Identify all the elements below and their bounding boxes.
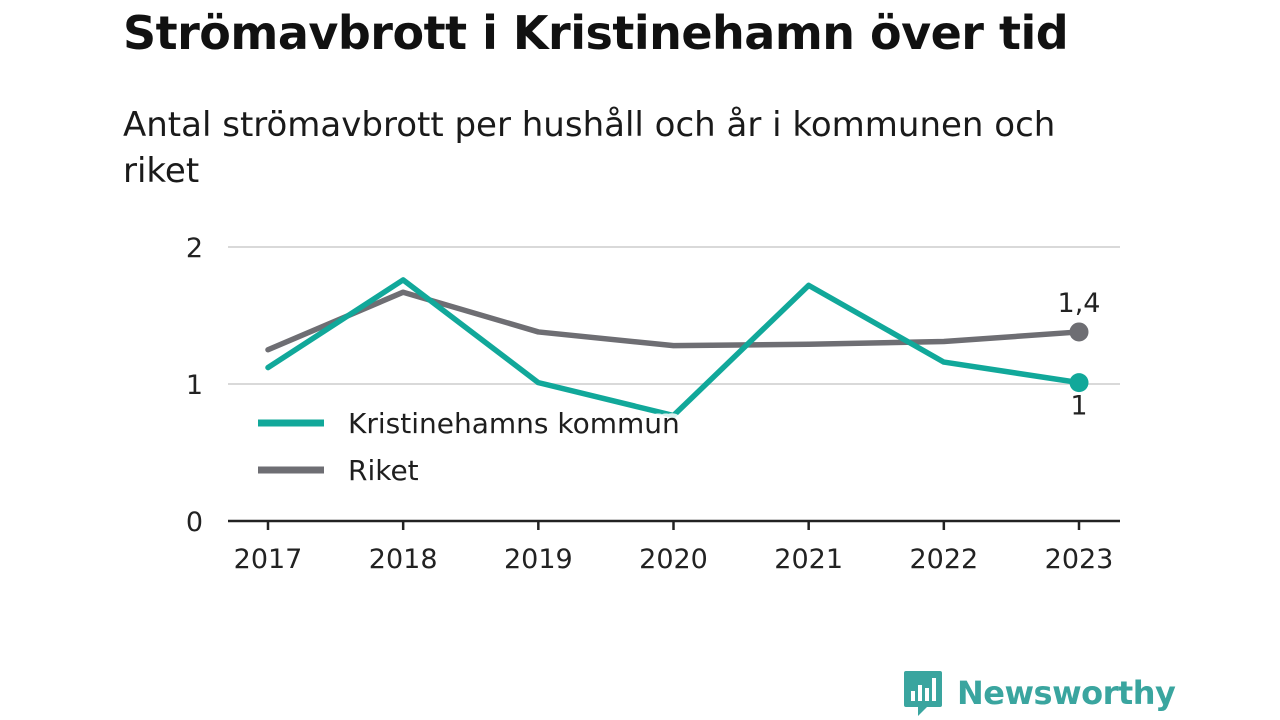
x-tick-label: 2023 xyxy=(1045,544,1114,575)
legend-label: Riket xyxy=(348,454,419,487)
brand-logo: Newsworthy xyxy=(903,668,1176,718)
newsworthy-logo-icon xyxy=(904,671,942,716)
brand-name: Newsworthy xyxy=(957,674,1176,712)
x-tick-label: 2020 xyxy=(639,544,708,575)
series-line xyxy=(265,289,1082,353)
x-tick-label: 2019 xyxy=(504,544,573,575)
series-end-point xyxy=(1069,373,1089,393)
series-end-point xyxy=(1069,322,1089,342)
series-end-label: 1,4 xyxy=(1058,288,1101,319)
chart-subtitle: Antal strömavbrott per hushåll och år i … xyxy=(123,105,1056,191)
x-tick-label: 2017 xyxy=(234,544,303,575)
y-tick-label: 2 xyxy=(186,233,203,264)
y-tick-label: 1 xyxy=(186,370,203,401)
series-line xyxy=(265,277,1082,419)
series-end-label: 1 xyxy=(1070,391,1087,422)
chart-title: Strömavbrott i Kristinehamn över tid xyxy=(123,6,1069,60)
x-tick-label: 2021 xyxy=(774,544,843,575)
legend-label: Kristinehamns kommun xyxy=(348,407,680,440)
x-tick-label: 2018 xyxy=(369,544,438,575)
y-tick-label: 0 xyxy=(186,507,203,538)
x-tick-label: 2022 xyxy=(909,544,978,575)
